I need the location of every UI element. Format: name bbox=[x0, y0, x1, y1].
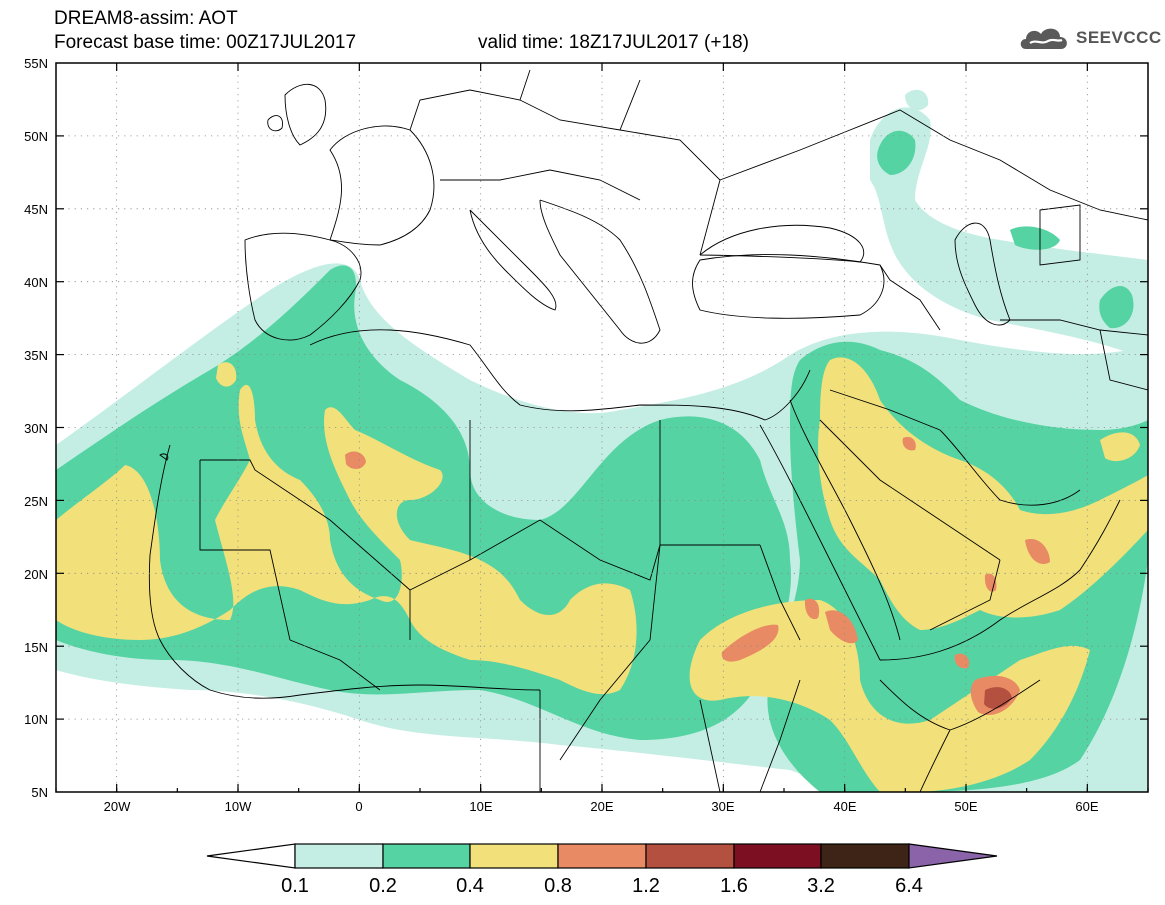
colorbar-segment bbox=[820, 843, 910, 869]
colorbar-label: 1.6 bbox=[720, 875, 748, 897]
longitude-labels: 20W 10W 0 10E 20E 30E 40E 50E 60E bbox=[104, 799, 1099, 814]
coastline-layer bbox=[148, 69, 1148, 792]
lat-label: 10N bbox=[24, 712, 48, 727]
cloud-icon bbox=[1020, 28, 1067, 49]
colorbar-label: 0.1 bbox=[281, 875, 309, 897]
valid-time: valid time: 18Z17JUL2017 (+18) bbox=[478, 32, 749, 53]
colorbar-segment bbox=[557, 843, 647, 869]
lat-label: 45N bbox=[24, 202, 48, 217]
logo-text: SEEVCCC bbox=[1076, 28, 1162, 47]
aot-field bbox=[56, 63, 1148, 792]
lat-label: 25N bbox=[24, 494, 48, 509]
lon-label: 10E bbox=[469, 799, 492, 814]
lon-label: 0 bbox=[355, 799, 362, 814]
graticule bbox=[56, 63, 1148, 792]
lat-label: 50N bbox=[24, 129, 48, 144]
lat-label: 30N bbox=[24, 421, 48, 436]
aot-level-0-4 bbox=[56, 357, 1148, 792]
lon-label: 30E bbox=[711, 799, 734, 814]
colorbar-segment bbox=[294, 843, 384, 869]
colorbar-label: 0.2 bbox=[369, 875, 397, 897]
colorbar-min-arrow bbox=[206, 843, 296, 869]
lon-label: 40E bbox=[833, 799, 856, 814]
lat-label: 40N bbox=[24, 275, 48, 290]
colorbar-segment bbox=[382, 843, 471, 869]
colorbar-label: 0.4 bbox=[456, 875, 484, 897]
lon-label: 20W bbox=[104, 799, 131, 814]
aot-level-1-2 bbox=[984, 687, 1012, 709]
forecast-base-time: Forecast base time: 00Z17JUL2017 bbox=[54, 32, 357, 53]
axis-ticks bbox=[55, 63, 1149, 792]
colorbar: 0.1 0.2 0.4 0.8 1.2 1.6 3.2 6.4 bbox=[206, 843, 998, 897]
colorbar-label: 1.2 bbox=[632, 875, 660, 897]
colorbar-max-arrow bbox=[908, 843, 998, 869]
seevccc-logo: SEEVCCC bbox=[1018, 22, 1162, 54]
latitude-labels: 55N 50N 45N 40N 35N 30N 25N 20N 15N 10N … bbox=[24, 56, 48, 800]
lon-label: 50E bbox=[954, 799, 977, 814]
lon-label: 10W bbox=[225, 799, 252, 814]
map-title: DREAM8-assim: AOT bbox=[54, 8, 238, 29]
lon-label: 60E bbox=[1075, 799, 1098, 814]
lat-label: 5N bbox=[31, 785, 48, 800]
lat-label: 15N bbox=[24, 640, 48, 655]
lat-label: 35N bbox=[24, 348, 48, 363]
colorbar-label: 6.4 bbox=[895, 875, 923, 897]
colorbar-segment bbox=[733, 843, 822, 869]
colorbar-segment bbox=[469, 843, 559, 869]
colorbar-segment bbox=[645, 843, 735, 869]
lat-label: 20N bbox=[24, 567, 48, 582]
lat-label: 55N bbox=[24, 56, 48, 71]
lon-label: 20E bbox=[590, 799, 613, 814]
colorbar-label: 0.8 bbox=[544, 875, 572, 897]
colorbar-label: 3.2 bbox=[807, 875, 835, 897]
